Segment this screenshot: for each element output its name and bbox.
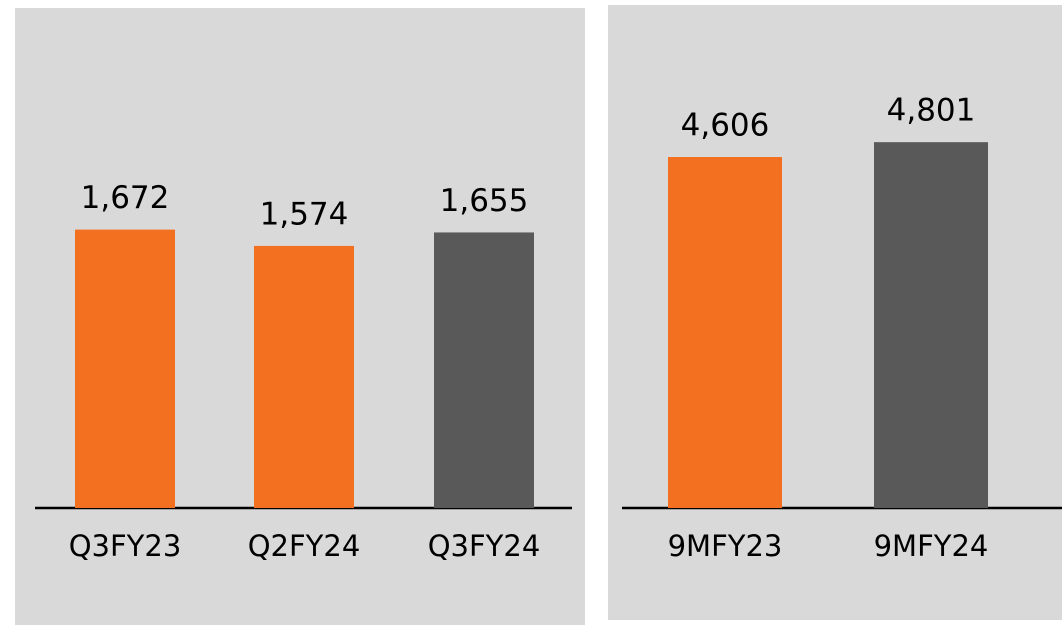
bar <box>75 229 175 508</box>
bar <box>434 232 534 508</box>
x-tick-label: Q3FY23 <box>69 529 182 563</box>
value-label: 1,574 <box>260 196 349 232</box>
value-label: 4,801 <box>887 93 976 129</box>
x-tick-label: 9MFY23 <box>668 529 783 563</box>
value-label: 1,655 <box>440 183 529 219</box>
x-tick-label: Q3FY24 <box>428 529 541 563</box>
bar <box>668 157 782 508</box>
bar <box>874 142 988 508</box>
x-tick-label: Q2FY24 <box>248 529 361 563</box>
value-label: 4,606 <box>681 108 770 144</box>
value-label: 1,672 <box>81 180 170 216</box>
bar <box>254 245 354 508</box>
x-tick-label: 9MFY24 <box>874 529 989 563</box>
